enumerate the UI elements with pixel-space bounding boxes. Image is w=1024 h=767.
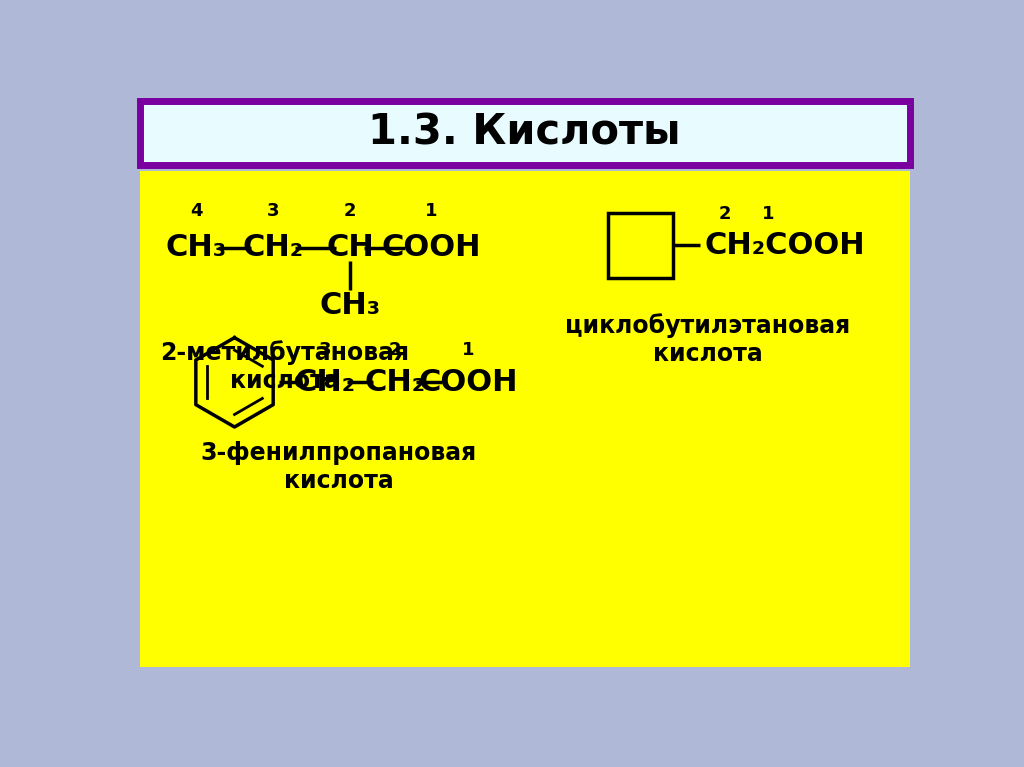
Text: 2: 2 bbox=[344, 202, 356, 219]
Bar bbox=[608, 213, 674, 278]
Text: COOH: COOH bbox=[381, 233, 480, 262]
Text: CH₂COOH: CH₂COOH bbox=[705, 231, 865, 260]
Text: 1: 1 bbox=[762, 206, 774, 223]
Text: CH: CH bbox=[326, 233, 374, 262]
Text: циклобутилэтановая
кислота: циклобутилэтановая кислота bbox=[565, 314, 851, 367]
Text: CH₂: CH₂ bbox=[295, 368, 356, 397]
Text: 3: 3 bbox=[319, 341, 332, 359]
Text: 3-фенилпропановая
кислота: 3-фенилпропановая кислота bbox=[201, 441, 476, 493]
Text: COOH: COOH bbox=[418, 368, 517, 397]
Text: 1: 1 bbox=[462, 341, 474, 359]
Text: 1.3. Кислоты: 1.3. Кислоты bbox=[369, 112, 681, 154]
Bar bbox=[140, 101, 909, 165]
Text: CH₂: CH₂ bbox=[243, 233, 303, 262]
Text: 2: 2 bbox=[388, 341, 401, 359]
Text: CH₃: CH₃ bbox=[166, 233, 226, 262]
Text: CH₂: CH₂ bbox=[365, 368, 425, 397]
Text: 4: 4 bbox=[189, 202, 203, 219]
Text: 1: 1 bbox=[425, 202, 437, 219]
Text: 2-метилбутановая
кислота: 2-метилбутановая кислота bbox=[160, 341, 410, 393]
Bar bbox=[140, 170, 909, 667]
Text: 2: 2 bbox=[719, 206, 731, 223]
Text: CH₃: CH₃ bbox=[319, 291, 381, 320]
Text: 3: 3 bbox=[267, 202, 280, 219]
